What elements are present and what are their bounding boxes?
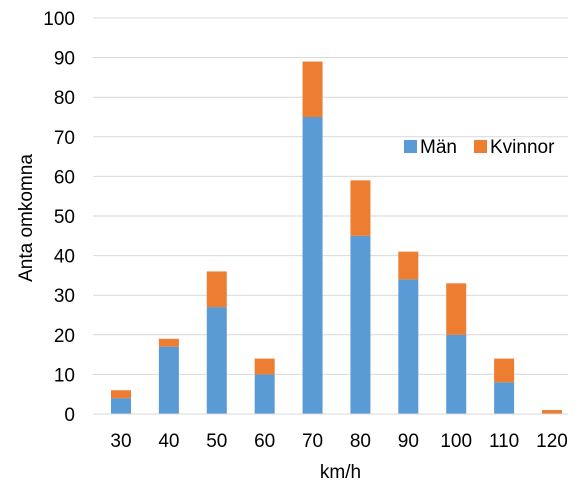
- y-tick-label-90: 90: [54, 49, 75, 70]
- y-tick-label-70: 70: [54, 128, 75, 149]
- bar-kvinnor-90: [398, 251, 419, 280]
- y-tick-label-0: 0: [64, 405, 75, 426]
- y-axis-tick-labels: 0 10 20 30 40 50 60 70 80 90 100: [43, 9, 75, 426]
- legend-swatch-kvinnor: [474, 140, 487, 153]
- bar-kvinnor-100: [446, 283, 467, 335]
- bar-man-40: [158, 346, 179, 414]
- bar-man-100: [446, 334, 467, 414]
- y-tick-label-60: 60: [54, 167, 75, 188]
- bar-kvinnor-60: [254, 358, 275, 375]
- bars: [111, 61, 562, 414]
- bar-man-70: [302, 117, 323, 414]
- y-tick-label-10: 10: [54, 365, 75, 386]
- bar-man-110: [494, 382, 515, 414]
- bar-kvinnor-80: [350, 180, 371, 236]
- y-tick-label-40: 40: [54, 247, 75, 268]
- x-tick-label-70: 70: [302, 431, 323, 452]
- x-tick-label-90: 90: [398, 431, 419, 452]
- y-tick-label-80: 80: [54, 88, 75, 109]
- x-tick-label-40: 40: [158, 431, 179, 452]
- bar-man-80: [350, 235, 371, 414]
- y-tick-label-20: 20: [54, 326, 75, 347]
- x-axis-title: km/h: [320, 462, 361, 483]
- bar-kvinnor-30: [111, 390, 131, 399]
- legend-label-kvinnor: Kvinnor: [490, 137, 555, 158]
- y-tick-label-100: 100: [43, 9, 75, 30]
- gridlines: [93, 17, 568, 375]
- bar-man-30: [111, 398, 131, 414]
- bar-kvinnor-40: [158, 338, 179, 347]
- x-tick-label-80: 80: [350, 431, 371, 452]
- y-axis-title: Anta omkomna: [16, 154, 37, 282]
- x-axis-tick-labels: 30 40 50 60 70 80 90 100 110 120: [110, 431, 567, 452]
- x-tick-label-60: 60: [254, 431, 275, 452]
- bar-kvinnor-120: [542, 410, 562, 414]
- y-tick-label-30: 30: [54, 286, 75, 307]
- bar-kvinnor-110: [494, 358, 515, 383]
- legend: Män Kvinnor: [404, 137, 555, 158]
- bar-man-60: [254, 374, 275, 414]
- bar-man-90: [398, 279, 419, 414]
- y-tick-label-50: 50: [54, 207, 75, 228]
- x-tick-label-50: 50: [206, 431, 227, 452]
- legend-swatch-man: [404, 140, 417, 153]
- x-tick-label-30: 30: [110, 431, 131, 452]
- x-tick-label-100: 100: [440, 431, 472, 452]
- bar-man-50: [206, 307, 227, 414]
- bar-kvinnor-50: [206, 271, 227, 308]
- x-tick-label-110: 110: [489, 431, 519, 452]
- x-tick-label-120: 120: [536, 431, 568, 452]
- bar-kvinnor-70: [302, 61, 323, 117]
- legend-label-man: Män: [420, 137, 457, 158]
